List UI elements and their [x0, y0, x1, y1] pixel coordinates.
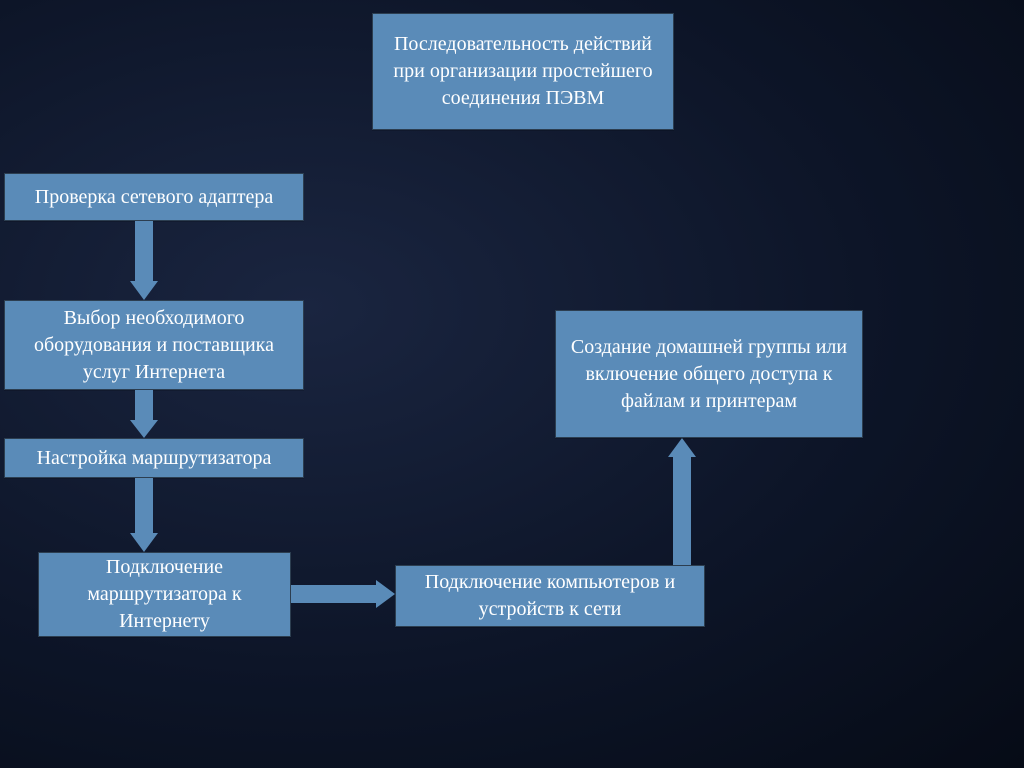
step-6-create-homegroup: Создание домашней группы или включение о…	[555, 310, 863, 438]
step-5-label: Подключение компьютеров и устройств к се…	[410, 569, 690, 623]
step-1-label: Проверка сетевого адаптера	[35, 184, 273, 211]
step-3-configure-router: Настройка маршрутизатора	[4, 438, 304, 478]
flowchart-title-label: Последовательность действий при организа…	[387, 31, 659, 112]
step-5-connect-devices: Подключение компьютеров и устройств к се…	[395, 565, 705, 627]
step-6-label: Создание домашней группы или включение о…	[570, 334, 848, 415]
flowchart-title-node: Последовательность действий при организа…	[372, 13, 674, 130]
step-2-choose-equipment: Выбор необходимого оборудования и постав…	[4, 300, 304, 390]
step-1-check-adapter: Проверка сетевого адаптера	[4, 173, 304, 221]
step-2-label: Выбор необходимого оборудования и постав…	[19, 305, 289, 386]
step-4-connect-router-internet: Подключение маршрутизатора к Интернету	[38, 552, 291, 637]
step-3-label: Настройка маршрутизатора	[37, 445, 272, 472]
step-4-label: Подключение маршрутизатора к Интернету	[53, 554, 276, 635]
